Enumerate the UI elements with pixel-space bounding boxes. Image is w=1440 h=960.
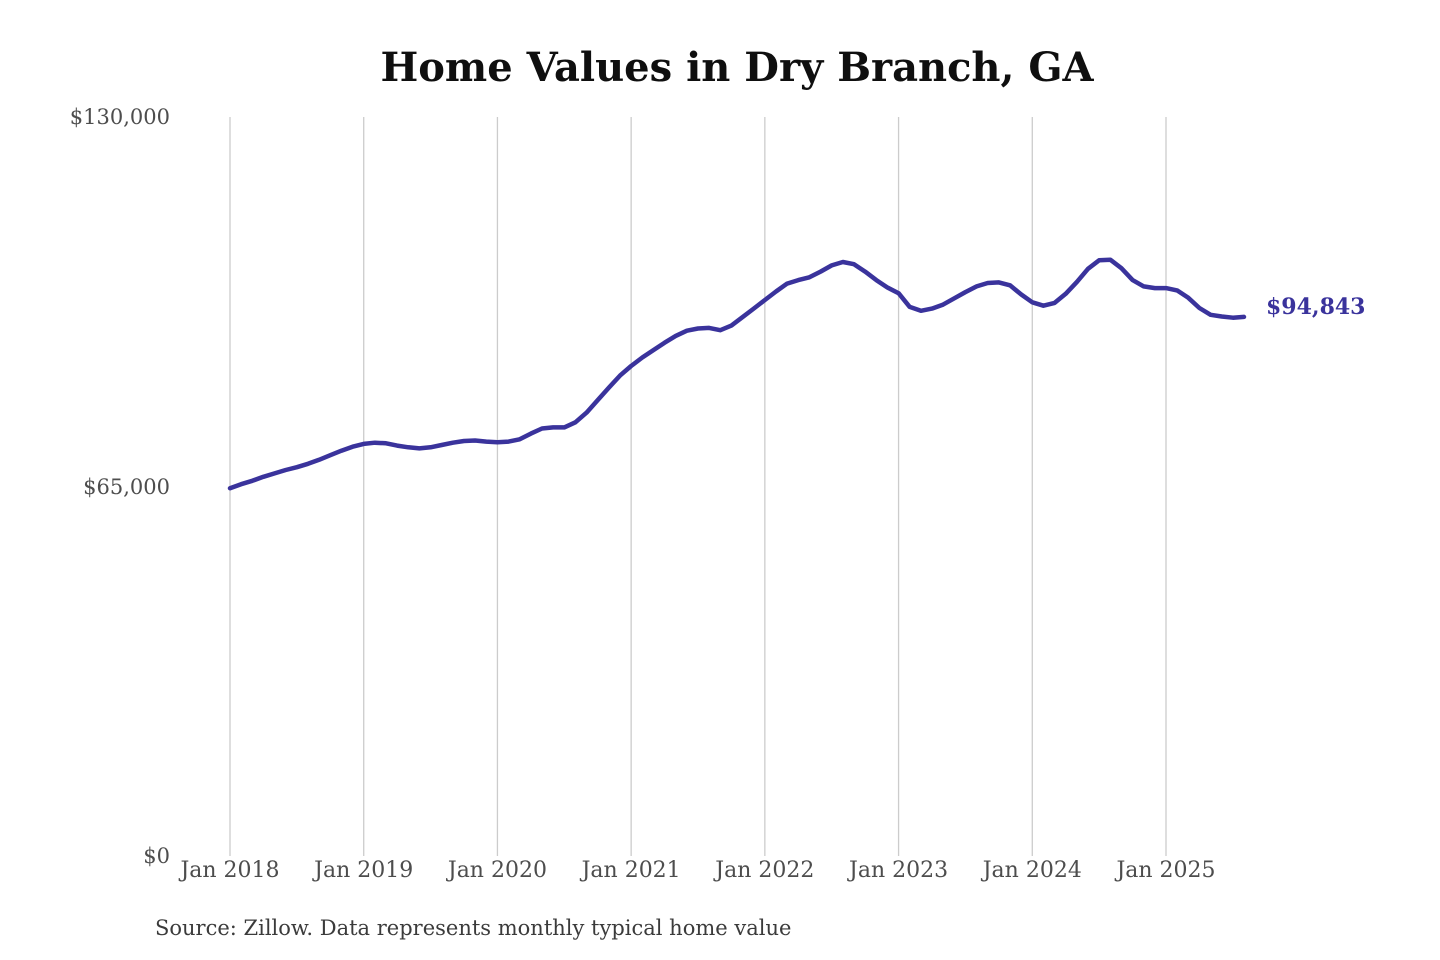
home-value-line: [227, 257, 1247, 491]
source-note: Source: Zillow. Data represents monthly …: [155, 916, 792, 940]
x-axis-tick-label: Jan 2021: [581, 858, 681, 883]
x-axis-tick-label: Jan 2020: [447, 858, 547, 883]
chart-title: Home Values in Dry Branch, GA: [380, 44, 1094, 91]
x-axis-tick-label: Jan 2022: [715, 858, 815, 883]
y-axis-tick-label: $65,000: [83, 474, 170, 499]
gridline-group: [229, 117, 1167, 856]
x-axis-tick-label: Jan 2024: [982, 858, 1082, 883]
x-axis-tick-label: Jan 2023: [849, 858, 949, 883]
x-axis-tick-label: Jan 2018: [180, 858, 280, 883]
y-axis-tick-label: $0: [143, 844, 170, 868]
x-axis-tick-label: Jan 2025: [1116, 858, 1216, 883]
y-axis-tick-label: $130,000: [69, 105, 170, 129]
latest-value-label: $94,843: [1265, 293, 1366, 320]
x-axis-tick-label: Jan 2019: [314, 858, 414, 883]
